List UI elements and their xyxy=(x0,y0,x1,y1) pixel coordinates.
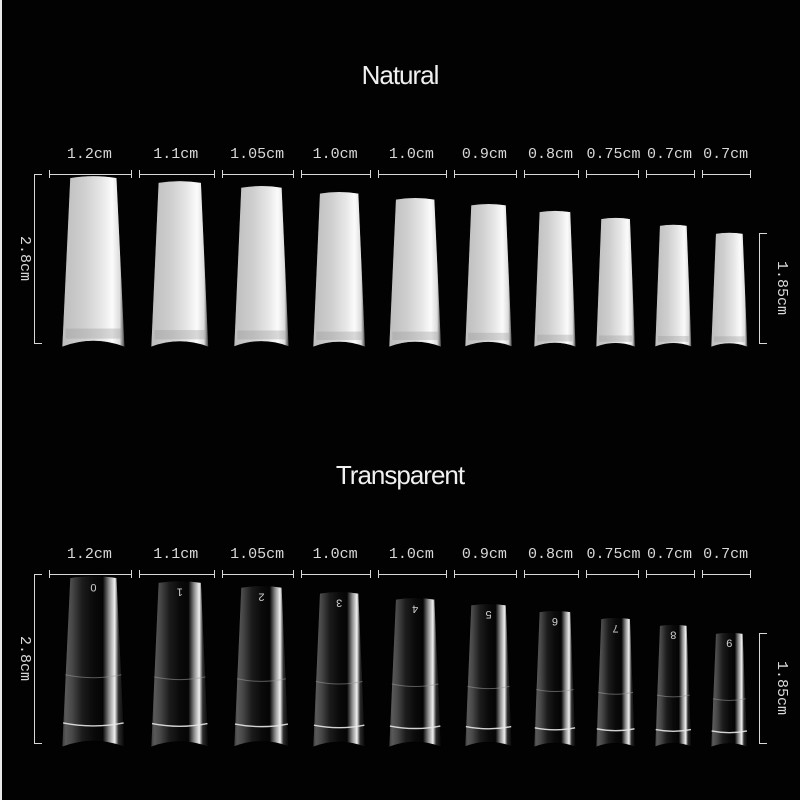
svg-text:8: 8 xyxy=(670,629,676,641)
svg-text:6: 6 xyxy=(551,615,557,627)
svg-text:1: 1 xyxy=(177,586,183,598)
svg-text:2: 2 xyxy=(258,591,264,603)
svg-text:5: 5 xyxy=(485,608,491,620)
svg-text:0: 0 xyxy=(90,581,96,593)
svg-text:7: 7 xyxy=(613,622,619,634)
svg-text:3: 3 xyxy=(336,596,342,608)
svg-text:9: 9 xyxy=(727,637,733,649)
svg-text:4: 4 xyxy=(412,602,418,614)
